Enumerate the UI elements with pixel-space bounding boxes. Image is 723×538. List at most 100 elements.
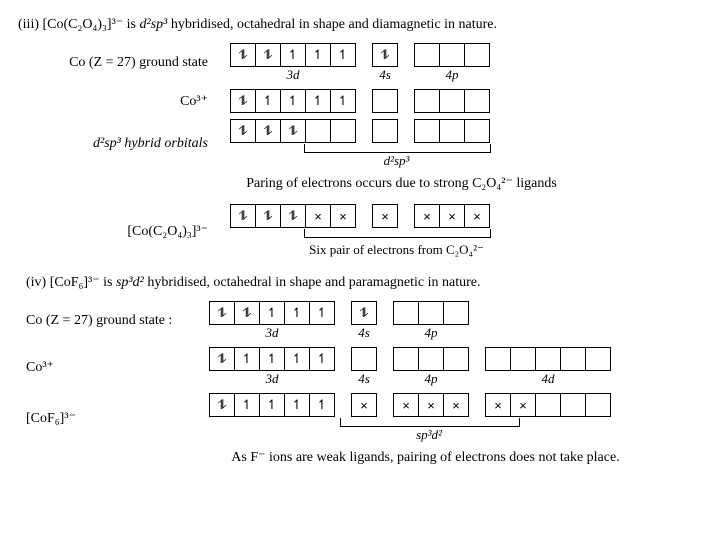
pairing-note: Paring of electrons occurs due to strong…: [18, 175, 705, 192]
orb: ↿: [260, 347, 285, 371]
orb: ×: [444, 393, 469, 417]
row-ion-iii: Co³⁺ ⥮ ↿ ↿ ↿ ↿: [18, 89, 705, 113]
section-iv: (iv) [CoF₆]³⁻ is sp³d² hybridised, octah…: [18, 274, 705, 466]
orb: ⥮: [209, 393, 235, 417]
statement-iii: (iii) [Co(C₂O₄)₃]³⁻ is d²sp³ hybridised,…: [18, 16, 705, 33]
label-filled: [Co(C₂O₄)₃]³⁻: [18, 223, 222, 240]
row-hybrid-iii: d²sp³ hybrid orbitals ⥮ ⥮ ⥮: [18, 119, 705, 169]
col-4s: ⥮ 4s: [368, 43, 402, 83]
orb: [440, 43, 465, 67]
orb: [393, 347, 419, 371]
orb: [372, 119, 398, 143]
orb: ×: [306, 204, 331, 228]
sublabel: 3d: [266, 325, 279, 341]
label-ion: Co³⁺: [18, 93, 222, 110]
orb: [393, 301, 419, 325]
orb: ↿: [256, 89, 281, 113]
orb: [536, 393, 561, 417]
sublabel: 4s: [358, 325, 370, 341]
col-4p: 4p: [410, 43, 494, 83]
sublabel: 4p: [425, 371, 438, 387]
row-ground-iii: Co (Z = 27) ground state ⥮ ⥮ ↿ ↿ ↿ 3d ⥮ …: [18, 43, 705, 83]
hybrid: sp³d²: [116, 275, 144, 290]
orb: [440, 89, 465, 113]
label-ion: Co³⁺: [26, 359, 201, 376]
orb: ↿: [310, 393, 335, 417]
bracket-d2sp3: [304, 144, 491, 153]
orb: [444, 347, 469, 371]
orb: [444, 301, 469, 325]
orb: [419, 301, 444, 325]
orb: ×: [485, 393, 511, 417]
hybrid: d²sp³: [140, 17, 168, 32]
orb: [414, 119, 440, 143]
orb: ⥮: [235, 301, 260, 325]
bracket-label: d²sp³: [304, 153, 489, 169]
label-ground: Co (Z = 27) ground state :: [26, 313, 201, 329]
orb: ×: [440, 204, 465, 228]
orb: [586, 347, 611, 371]
orb: ↿: [310, 347, 335, 371]
orb: ⥮: [209, 301, 235, 325]
orb: ×: [511, 393, 536, 417]
prefix: (iii): [18, 17, 43, 32]
bracket-filled: [304, 229, 491, 238]
orb: [536, 347, 561, 371]
orb: [440, 119, 465, 143]
orb: ↿: [260, 393, 285, 417]
orb: ⥮: [256, 119, 281, 143]
orb: ⥮: [209, 347, 235, 371]
orb: ⥮: [256, 43, 281, 67]
orb: ×: [393, 393, 419, 417]
sublabel: 4s: [358, 371, 370, 387]
orb: [419, 347, 444, 371]
orb: ↿: [235, 347, 260, 371]
filled-note: Six pair of electrons from C₂O₄²⁻: [304, 242, 489, 258]
orb: ⥮: [230, 43, 256, 67]
orb: ⥮: [281, 119, 306, 143]
orb-3d: ⥮ ⥮ ↿ ↿ ↿: [230, 43, 356, 67]
orb: [485, 347, 511, 371]
orb: ↿: [235, 393, 260, 417]
orb: [306, 119, 331, 143]
orb: ⥮: [256, 204, 281, 228]
orb: [372, 89, 398, 113]
orb: ⥮: [351, 301, 377, 325]
weak-ligand-note: As F⁻ ions are weak ligands, pairing of …: [26, 449, 705, 466]
orb: [465, 119, 490, 143]
orb: [414, 43, 440, 67]
suffix: hybridised, octahedral in shape and diam…: [167, 17, 497, 32]
orb: ↿: [331, 89, 356, 113]
orb: ↿: [281, 43, 306, 67]
orb: ×: [331, 204, 356, 228]
orb: ↿: [285, 347, 310, 371]
orb: [561, 393, 586, 417]
row-filled-iii: [Co(C₂O₄)₃]³⁻ ⥮ ⥮ ⥮ × × × × × ×: [18, 204, 705, 258]
orb: ×: [372, 204, 398, 228]
orb: ↿: [260, 301, 285, 325]
orb: ↿: [281, 89, 306, 113]
orb: ⥮: [230, 119, 256, 143]
sublabel-3d: 3d: [287, 67, 300, 83]
orb: ↿: [285, 301, 310, 325]
sublabel-4s: 4s: [379, 67, 391, 83]
sublabel: 4p: [425, 325, 438, 341]
orb: ↿: [306, 89, 331, 113]
complex: [Co(C₂O₄)₃]³⁻: [43, 17, 124, 32]
mid: is: [123, 17, 139, 32]
statement-iv: (iv) [CoF₆]³⁻ is sp³d² hybridised, octah…: [26, 274, 705, 291]
prefix: (iv): [26, 275, 50, 290]
orb-4s: ⥮: [372, 43, 398, 67]
complex: [CoF₆]³⁻: [50, 275, 100, 290]
bracket-label: sp³d²: [340, 427, 518, 443]
orb: ↿: [285, 393, 310, 417]
sublabel-4p: 4p: [446, 67, 459, 83]
orb: ↿: [331, 43, 356, 67]
orb: ⥮: [230, 204, 256, 228]
orb-4p: [414, 43, 490, 67]
orb: ⥮: [281, 204, 306, 228]
label-filled: [CoF₆]³⁻: [26, 410, 201, 427]
orb: ↿: [306, 43, 331, 67]
orb: [351, 347, 377, 371]
orb: ↿: [310, 301, 335, 325]
